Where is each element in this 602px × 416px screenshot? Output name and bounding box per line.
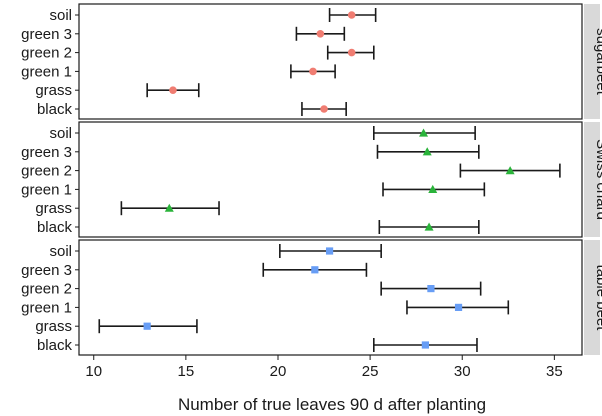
x-axis: 10 15 20 25 30 35 bbox=[85, 355, 563, 380]
point-sugarbeet-green-2 bbox=[347, 48, 356, 57]
point-sugarbeet-soil bbox=[347, 11, 356, 19]
x-tick-label-20: 20 bbox=[270, 363, 287, 380]
y-tick-label-green-2: green 2 bbox=[21, 45, 72, 62]
y-tick-label-soil: soil bbox=[49, 7, 72, 24]
point-swiss-chard-black bbox=[424, 222, 434, 231]
y-tick-label-black: black bbox=[37, 219, 73, 236]
x-axis-title: Number of true leaves 90 d after plantin… bbox=[178, 395, 486, 414]
y-tick-label-grass: grass bbox=[35, 82, 72, 99]
point-table-beet-soil bbox=[325, 247, 334, 255]
point-sugarbeet-green-1 bbox=[309, 67, 317, 76]
y-tick-label-grass: grass bbox=[35, 200, 72, 217]
y-tick-label-green-2: green 2 bbox=[21, 163, 72, 180]
strip-label-swiss-chard: Swiss chard bbox=[593, 139, 602, 220]
y-tick-label-green-1: green 1 bbox=[21, 299, 72, 316]
panel-frame bbox=[78, 239, 583, 356]
y-tick-label-green-3: green 3 bbox=[21, 144, 72, 161]
point-swiss-chard-green-1 bbox=[428, 184, 438, 193]
y-tick-label-soil: soil bbox=[49, 243, 72, 260]
y-tick-label-green-1: green 1 bbox=[21, 63, 72, 80]
panel-frame bbox=[78, 121, 583, 238]
y-tick-label-black: black bbox=[37, 101, 73, 118]
x-tick-label-10: 10 bbox=[85, 363, 102, 380]
strip-background bbox=[584, 4, 600, 119]
point-swiss-chard-green-3 bbox=[422, 147, 432, 156]
y-tick-label-black: black bbox=[37, 337, 73, 354]
point-table-beet-grass bbox=[143, 322, 151, 330]
point-sugarbeet-black bbox=[320, 105, 328, 113]
x-tick-label-30: 30 bbox=[454, 363, 471, 380]
x-tick-label-35: 35 bbox=[546, 363, 563, 380]
y-tick-label-green-2: green 2 bbox=[21, 281, 72, 298]
point-swiss-chard-soil bbox=[419, 128, 429, 137]
point-sugarbeet-green-3 bbox=[316, 30, 325, 38]
point-table-beet-green-2 bbox=[427, 285, 435, 293]
strip-background bbox=[584, 122, 600, 237]
y-tick-label-green-3: green 3 bbox=[21, 262, 72, 279]
point-swiss-chard-green-2 bbox=[505, 166, 515, 175]
x-tick-label-25: 25 bbox=[362, 363, 379, 380]
point-swiss-chard-grass bbox=[164, 203, 174, 212]
y-tick-label-green-1: green 1 bbox=[21, 181, 72, 198]
point-sugarbeet-grass bbox=[169, 86, 177, 94]
point-table-beet-green-1 bbox=[454, 303, 463, 311]
point-table-beet-green-3 bbox=[311, 266, 319, 274]
point-table-beet-black bbox=[421, 341, 429, 349]
y-tick-label-soil: soil bbox=[49, 125, 72, 142]
y-tick-label-grass: grass bbox=[35, 318, 72, 335]
y-tick-label-green-3: green 3 bbox=[21, 26, 72, 43]
strip-label-sugarbeet: sugarbeet bbox=[593, 28, 602, 96]
panel-frame bbox=[78, 3, 583, 120]
strip-background bbox=[584, 240, 600, 355]
strip-label-table-beet: table beet bbox=[593, 265, 602, 332]
x-tick-label-15: 15 bbox=[178, 363, 195, 380]
